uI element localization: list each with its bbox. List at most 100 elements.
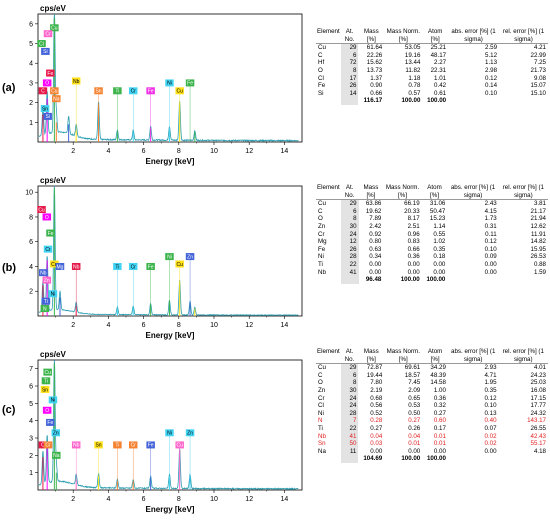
element-marker-box <box>175 441 184 449</box>
table-cell: C <box>318 371 323 379</box>
element-marker-label: Nb <box>73 264 80 270</box>
element-marker: Cu <box>37 206 46 213</box>
element-marker-box <box>185 253 195 261</box>
table-cell: 2.51 <box>407 222 420 230</box>
column-header: rel. error [%] (1 sigma) <box>498 184 548 201</box>
table-cell: 53.05 <box>404 44 421 52</box>
element-marker: Ti <box>113 441 122 449</box>
table-cell: 48.17 <box>430 51 447 59</box>
table-cell: 15.10 <box>530 89 546 97</box>
table-cell: 12 <box>340 238 359 246</box>
table-row: Cu 29 72.87 69.61 34.29 2.93 4.01 <box>316 363 548 372</box>
table-cell: Ti <box>318 424 323 432</box>
element-marker-box <box>43 30 53 38</box>
table-cell: O <box>318 379 323 387</box>
element-marker: Nb <box>71 77 81 85</box>
table-cell: 0.31 <box>484 222 497 230</box>
element-marker-box <box>43 245 53 253</box>
sum-row: 116.17 100.00 100.00 <box>316 97 548 105</box>
table-cell: 2.27 <box>434 59 447 67</box>
element-marker: Fe <box>146 87 155 95</box>
table-cell: 0.26 <box>408 424 421 432</box>
table-cell: 0.12 <box>485 74 498 82</box>
table-cell: 26 <box>340 245 359 254</box>
table-cell: 8 <box>340 215 359 223</box>
column-header: Mass Norm. [%] <box>384 28 423 45</box>
table-cell: 0.02 <box>484 432 497 440</box>
table-row: Hf 72 15.62 13.44 2.27 1.13 7.25 <box>316 59 548 67</box>
element-marker-label: Ti <box>115 89 119 95</box>
table-cell: Hf <box>318 59 325 67</box>
element-marker-box <box>128 262 138 270</box>
table-cell: 4.18 <box>533 447 546 455</box>
x-tick-label: 12 <box>245 496 253 503</box>
table-cell: 2.98 <box>485 66 498 74</box>
column-header: Mass Norm. [%] <box>384 348 423 365</box>
table-cell: 0.78 <box>408 82 421 90</box>
table-row: N 7 0.28 0.27 0.60 0.40 143.17 <box>316 417 548 425</box>
element-marker: Cr <box>128 87 138 95</box>
element-marker-label: Cu <box>51 26 58 32</box>
table-cell: 0.83 <box>407 238 420 246</box>
table-cell: 11 <box>340 447 359 456</box>
panel-label: (b) <box>2 262 17 274</box>
table-cell: 2.42 <box>369 222 382 230</box>
element-marker: Zn <box>185 253 195 261</box>
table-cell: 7.25 <box>533 59 546 67</box>
element-marker: Fe <box>46 229 55 237</box>
table-cell: 0.18 <box>433 253 446 261</box>
x-tick-label: 10 <box>210 322 218 329</box>
table-cell: 19.62 <box>365 207 382 215</box>
plot-area <box>37 359 303 491</box>
table-cell: 28 <box>340 409 359 418</box>
table-cell: 0.57 <box>408 89 421 97</box>
table-cell: 0.92 <box>369 230 382 238</box>
table-cell: 0.04 <box>408 432 421 440</box>
sum-cell: 104.69 <box>363 455 383 463</box>
element-marker: Cu <box>43 368 52 376</box>
element-marker: Ni <box>165 79 174 87</box>
table-cell: 0.68 <box>370 394 383 402</box>
element-marker-label: Si <box>43 49 47 55</box>
element-marker-box <box>48 290 58 298</box>
table-cell: 22 <box>340 260 359 269</box>
element-marker-box <box>38 87 48 95</box>
y-tick-label: 6 <box>29 384 33 391</box>
element-marker-label: Cr <box>45 31 51 37</box>
table-row: Cl 24 0.56 0.53 0.32 0.10 17.77 <box>316 402 548 410</box>
table-cell: 31.06 <box>429 200 446 208</box>
sum-cell: 100.00 <box>426 455 446 463</box>
column-header: At. No. <box>340 348 359 365</box>
element-marker: Fe <box>46 418 55 426</box>
spectrum-trace <box>38 360 299 491</box>
table-cell: 13.73 <box>366 66 383 74</box>
table-cell: Si <box>318 89 324 97</box>
table-cell: 0.00 <box>484 268 497 276</box>
table-cell: 0.00 <box>408 447 421 455</box>
table-cell: 0.96 <box>407 230 420 238</box>
element-marker: O <box>42 213 52 221</box>
element-marker-label: N <box>43 306 47 312</box>
column-header: rel. error [%] (1 sigma) <box>499 28 548 45</box>
table-cell: 8 <box>340 379 359 387</box>
element-marker-label: Na <box>53 96 60 102</box>
sum-cell <box>340 455 359 463</box>
sum-cell <box>499 97 548 105</box>
element-marker-label: Ni <box>167 81 172 87</box>
element-marker: Na <box>52 95 61 102</box>
table-cell: 0.01 <box>433 432 446 440</box>
element-marker: Mg <box>55 262 65 270</box>
table-cell: 24.32 <box>530 409 546 417</box>
element-marker: Cu <box>50 24 59 32</box>
table-cell: 61.64 <box>366 44 383 52</box>
element-marker: Ti <box>41 297 51 305</box>
table-cell: 0.66 <box>370 89 383 97</box>
element-marker-label: C <box>41 443 45 449</box>
x-tick-label: 4 <box>106 322 110 329</box>
table-cell: 7.80 <box>370 379 383 387</box>
sum-cell <box>448 455 499 463</box>
element-marker-box <box>40 305 50 313</box>
table-cell: 0.28 <box>370 417 383 425</box>
table-cell: 0.80 <box>369 238 382 246</box>
